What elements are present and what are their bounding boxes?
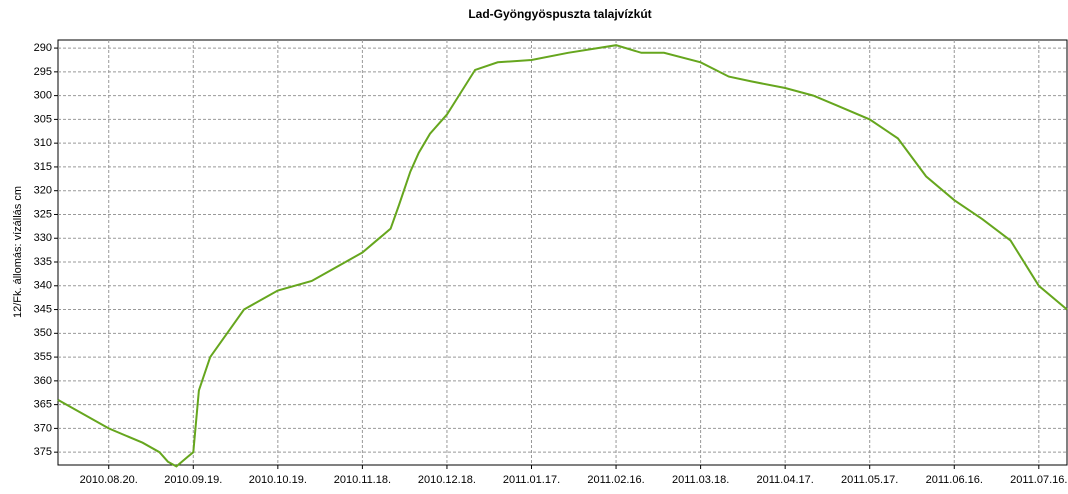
y-axis-label: 12/Fk. állomás: vízállás cm	[12, 186, 24, 318]
y-tick-label: 290	[34, 42, 52, 54]
y-tick-label: 325	[34, 208, 52, 220]
y-tick-label: 305	[34, 113, 52, 125]
y-tick-label: 370	[34, 422, 52, 434]
x-tick-label: 2010.12.18.	[418, 474, 476, 486]
chart-title: Lad-Gyöngyöspuszta talajvízkút	[468, 7, 651, 21]
y-tick-label: 355	[34, 351, 52, 363]
x-tick-label: 2011.06.16.	[926, 474, 983, 486]
y-tick-label: 360	[34, 375, 52, 387]
y-tick-label: 315	[34, 161, 52, 173]
y-tick-label: 345	[34, 303, 52, 315]
y-tick-label: 320	[34, 185, 52, 197]
x-tick-label: 2011.04.17.	[757, 474, 814, 486]
y-tick-label: 310	[34, 137, 52, 149]
x-tick-label: 2011.05.17.	[841, 474, 898, 486]
y-tick-label: 335	[34, 256, 52, 268]
y-tick-label: 365	[34, 399, 52, 411]
y-tick-label: 375	[34, 446, 52, 458]
y-tick-label: 300	[34, 90, 52, 102]
data-line	[57, 44, 1068, 468]
y-tick-label: 340	[34, 280, 52, 292]
x-tick-label: 2010.10.19.	[249, 474, 307, 486]
y-tick-label: 350	[34, 327, 52, 339]
x-tick-label: 2010.11.18.	[334, 474, 391, 486]
plot-frame	[57, 39, 1068, 466]
x-tick-label: 2010.09.19.	[164, 474, 222, 486]
y-tick-label: 295	[34, 66, 52, 78]
x-tick-label: 2011.03.18.	[672, 474, 729, 486]
x-tick-label: 2010.08.20.	[80, 474, 138, 486]
x-tick-label: 2011.02.16.	[587, 474, 644, 486]
x-tick-label: 2011.07.16.	[1010, 474, 1067, 486]
x-tick-label: 2011.01.17.	[503, 474, 560, 486]
y-tick-label: 330	[34, 232, 52, 244]
